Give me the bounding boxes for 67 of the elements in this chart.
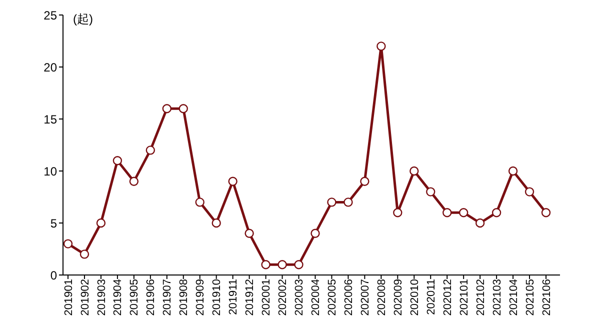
point: [475, 218, 485, 228]
x-tick-label: 202102: [474, 279, 487, 316]
point: [524, 187, 534, 196]
x-tick-label: 202008: [376, 279, 388, 316]
x-tick-label: 202012: [442, 279, 454, 316]
point: [80, 250, 90, 259]
point: [426, 187, 436, 196]
x-tick-label: 202002: [277, 279, 290, 316]
x-tick-label: 201910: [211, 279, 224, 316]
x-tick-label: 202103: [491, 279, 504, 316]
y-tick-label: 0: [50, 268, 58, 282]
x-tick-label: 201901: [62, 279, 75, 316]
x-tick-label: 201902: [79, 279, 92, 316]
x-tick-label: 201906: [145, 279, 158, 316]
y-tick-label: 10: [44, 164, 58, 178]
point: [129, 176, 139, 186]
point: [162, 104, 172, 114]
x-tick-label: 202011: [425, 279, 438, 315]
point: [508, 166, 518, 176]
point: [228, 176, 238, 186]
x-tick-label: 201903: [96, 279, 108, 316]
x-tick-label: 202001: [260, 279, 273, 316]
x-tick-label: 202104: [508, 279, 520, 316]
x-tick-label: 202106: [540, 279, 553, 316]
point: [112, 156, 122, 166]
x-tick-label: 202007: [360, 279, 372, 316]
point: [278, 260, 287, 270]
y-tick-label: 5: [50, 216, 58, 230]
point: [360, 176, 370, 186]
point: [442, 208, 452, 218]
x-tick-label: 201908: [178, 279, 190, 316]
point: [178, 104, 188, 114]
x-tick-label: 202010: [408, 279, 421, 316]
y-tick-label: 15: [44, 112, 58, 126]
x-tick-label: 202006: [343, 279, 356, 316]
x-tick-label: 201905: [128, 279, 141, 316]
point: [146, 146, 156, 155]
y-tick-label: 20: [44, 60, 58, 74]
point: [195, 198, 204, 207]
x-tick-label: 201907: [162, 279, 174, 316]
x-tick-label: 201904: [112, 279, 124, 316]
point: [541, 208, 551, 218]
point: [212, 218, 221, 228]
point: [410, 166, 419, 176]
x-tick-label: 202009: [392, 279, 404, 316]
y-tick-label: 25: [44, 8, 58, 22]
point: [96, 218, 106, 228]
x-tick-label: 202105: [524, 279, 536, 316]
x-tick-label: 202101: [458, 279, 470, 316]
x-tick-label: 201909: [194, 279, 207, 316]
point: [458, 208, 468, 218]
point: [344, 198, 353, 207]
y-axis-title: (起): [73, 12, 93, 26]
point: [393, 208, 402, 218]
x-tick-label: 201911: [228, 279, 240, 315]
point: [327, 198, 336, 207]
x-tick-label: 202003: [294, 279, 306, 316]
x-tick-label: 202005: [326, 279, 339, 316]
point: [294, 260, 304, 270]
point: [261, 260, 270, 270]
point: [492, 208, 502, 218]
x-tick-label: 202004: [310, 279, 322, 316]
point: [244, 228, 254, 238]
point: [63, 239, 73, 248]
x-tick-label: 201912: [244, 279, 256, 316]
point: [310, 228, 320, 238]
point: [376, 42, 386, 51]
